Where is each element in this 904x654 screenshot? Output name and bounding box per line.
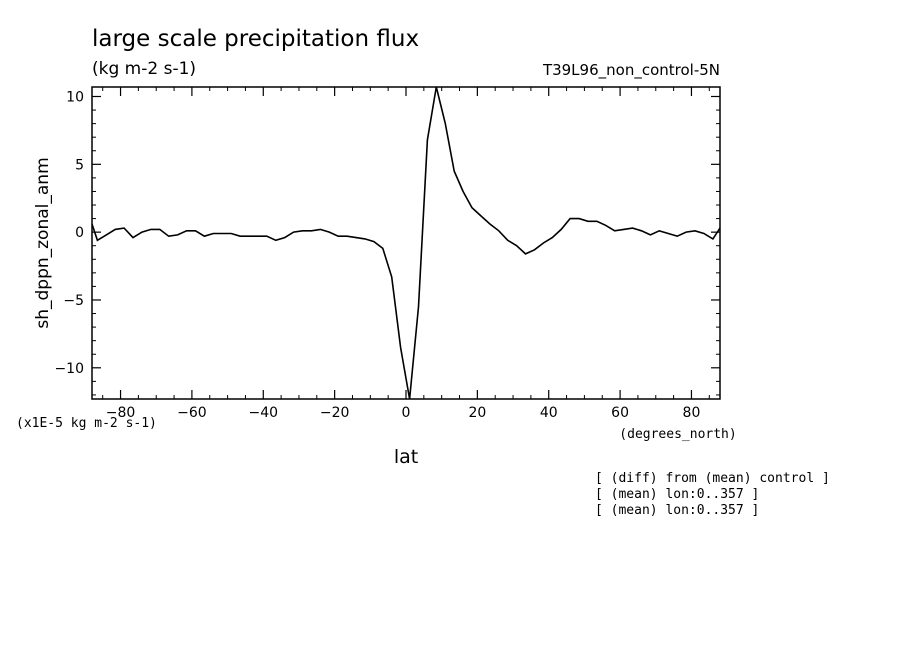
- x-axis-tick-labels: −80 −60 −40 −20 0 20 40 60 80: [106, 405, 701, 421]
- plot-frame: [91, 86, 721, 400]
- y-tick-label: 5: [75, 157, 84, 173]
- y-axis-ticks: [92, 95, 720, 369]
- y-tick-label: −5: [63, 293, 84, 309]
- y-scale-note: (x1E-5 kg m-2 s-1): [16, 416, 157, 431]
- x-tick-label: 20: [468, 405, 486, 421]
- y-tick-label: 10: [66, 89, 84, 105]
- x-tick-label: −80: [106, 405, 136, 421]
- y-axis-tick-labels: −10 −5 0 5 10: [54, 89, 84, 376]
- x-axis-label: lat: [394, 446, 418, 468]
- x-tick-label: 40: [540, 405, 558, 421]
- note-line-1: [ (diff) from (mean) control ]: [595, 471, 830, 486]
- chart-title: large scale precipitation flux: [92, 26, 419, 52]
- x-axis-minor-ticks: [102, 87, 710, 399]
- y-tick-label: −10: [54, 361, 84, 377]
- x-tick-label: −60: [177, 405, 207, 421]
- x-tick-label: 60: [611, 405, 629, 421]
- run-label: T39L96_non_control-5N: [542, 61, 720, 80]
- x-tick-label: 80: [683, 405, 701, 421]
- x-axis-units: (degrees_north): [619, 427, 736, 442]
- series-line: [91, 86, 721, 400]
- note-line-3: [ (mean) lon:0..357 ]: [595, 503, 759, 518]
- note-line-2: [ (mean) lon:0..357 ]: [595, 487, 759, 502]
- x-tick-label: −20: [320, 405, 350, 421]
- y-axis-label: sh_dppn_zonal_anm: [33, 157, 53, 328]
- x-tick-label: −40: [248, 405, 278, 421]
- y-tick-label: 0: [75, 225, 84, 241]
- chart-units: (kg m-2 s-1): [92, 59, 196, 79]
- y-axis-minor-ticks: [92, 109, 720, 396]
- x-tick-label: 0: [402, 405, 411, 421]
- x-axis-ticks: [119, 87, 693, 399]
